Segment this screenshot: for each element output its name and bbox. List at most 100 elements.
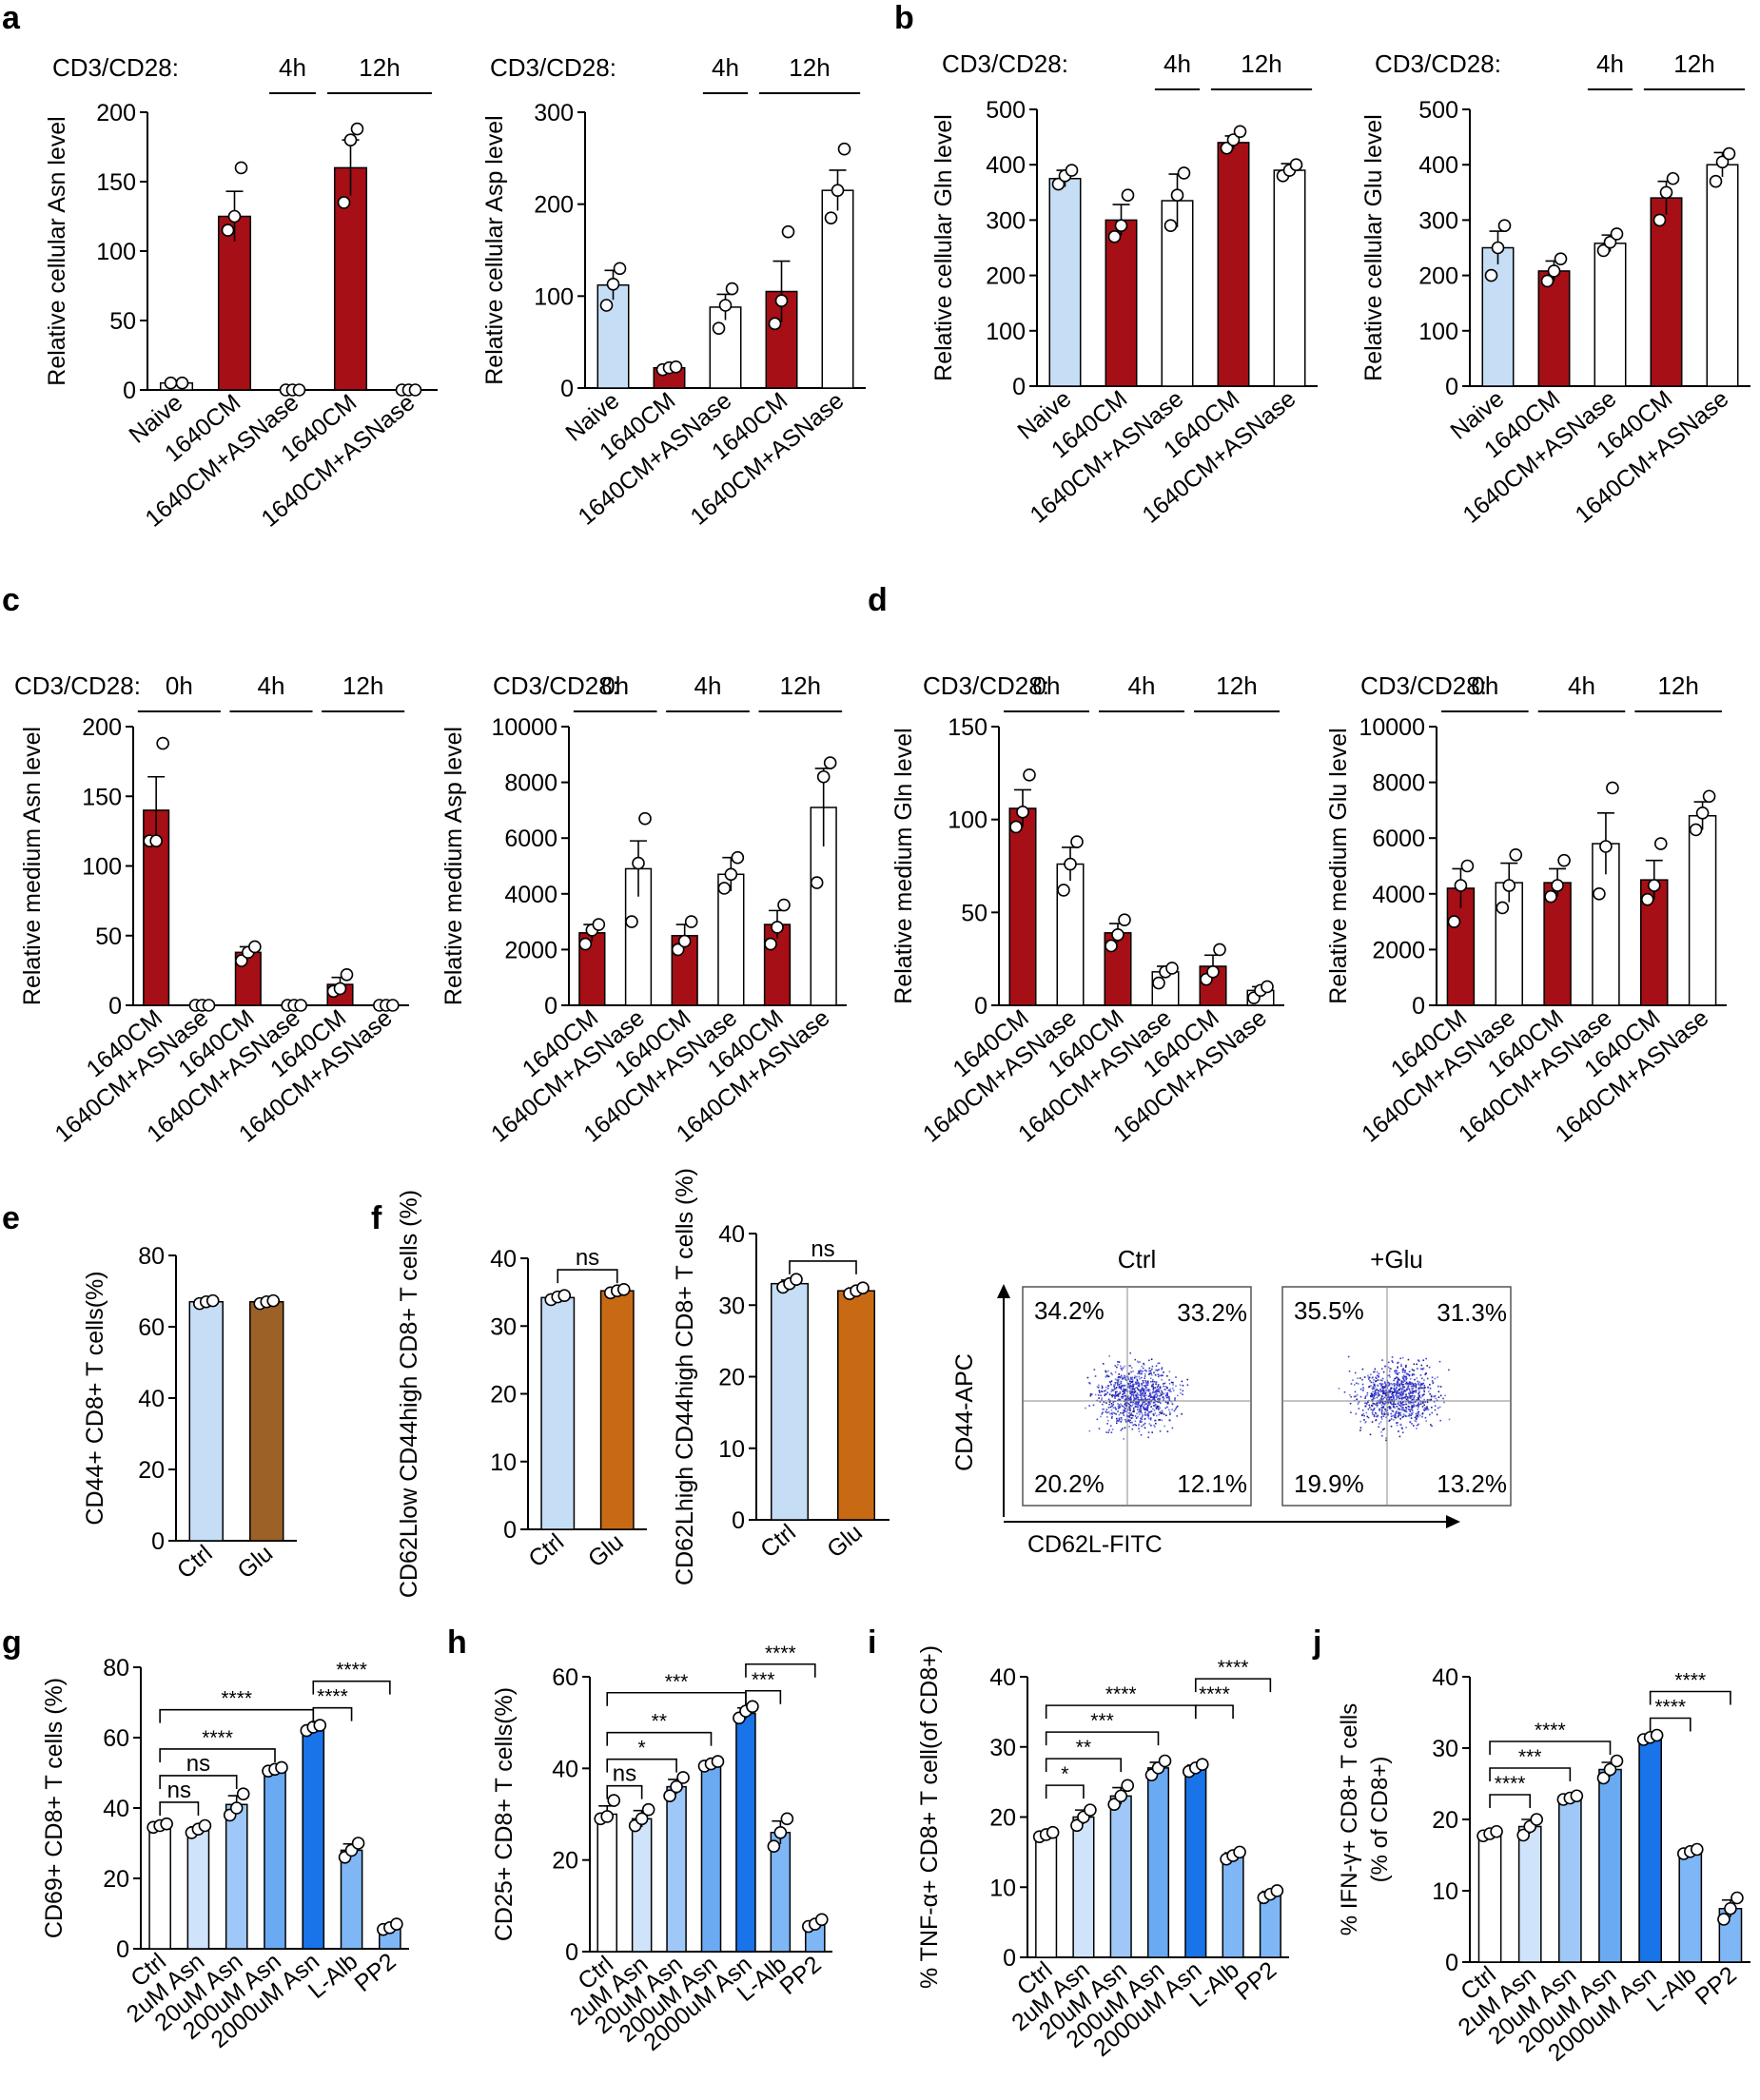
flow-event [1145,1384,1147,1387]
flow-event [1131,1404,1134,1406]
flow-event [1135,1397,1138,1400]
flow-event [1117,1399,1119,1402]
flow-event [1435,1397,1437,1400]
flow-event [1119,1399,1121,1401]
flow-event [1149,1396,1152,1398]
flow-event [1169,1413,1171,1415]
flow-event [1154,1387,1157,1389]
flow-event [1367,1401,1369,1404]
flow-event [1093,1369,1096,1371]
flow-event [1416,1415,1418,1418]
flow-event [1406,1389,1408,1390]
flow-event [1148,1398,1151,1401]
data-point [780,1812,794,1826]
sig-label: * [638,1738,646,1760]
flow-event [1431,1380,1434,1382]
y-tick-label: 40 [138,1386,165,1412]
flow-event [1133,1388,1136,1390]
flow-event [1140,1410,1143,1412]
flow-event [1393,1387,1396,1390]
flow-event [1144,1392,1146,1394]
y-tick-label: 0 [560,376,574,402]
flow-event [1383,1381,1386,1384]
flow-event [1412,1411,1414,1413]
y-tick-label: 4000 [1372,882,1425,908]
flow-event [1113,1389,1116,1390]
flow-event [1383,1411,1386,1413]
bar [837,1290,875,1521]
flow-event [1129,1365,1131,1367]
flow-event [1434,1405,1437,1407]
header-group-label: 12h [1216,671,1257,700]
flow-event [1384,1365,1386,1368]
flow-event [1405,1393,1407,1396]
flow-event [1158,1390,1160,1392]
flow-event [1132,1424,1134,1427]
flow-event [1398,1397,1401,1400]
bar [540,1296,576,1530]
flow-event [1144,1375,1146,1377]
sig-label: *** [752,1669,775,1691]
flow-event [1124,1397,1127,1400]
flow-event [1112,1389,1114,1391]
flow-event [1420,1364,1423,1367]
flow-event [1414,1416,1417,1419]
flow-event [1105,1410,1107,1413]
flow-event [1137,1381,1140,1384]
flow-event [1414,1420,1417,1422]
flow-event [1418,1387,1421,1390]
flow-event [1423,1384,1426,1387]
flow-event [1114,1394,1116,1396]
flow-event [1166,1403,1169,1405]
flow-event [1129,1397,1131,1400]
flow-event [1378,1372,1380,1375]
flow-event [1376,1396,1379,1399]
flow-event [1428,1413,1431,1416]
flow-event [1398,1385,1399,1387]
flow-event [1357,1403,1359,1405]
flow-event [1173,1410,1176,1412]
flow-event [1421,1369,1424,1371]
flow-event [1144,1400,1145,1403]
flow-event [1123,1407,1125,1409]
y-tick-label: 0 [1412,993,1425,1020]
flow-event [1118,1387,1121,1389]
flow-event [1120,1388,1123,1390]
flow-event [1400,1403,1402,1406]
flow-event [1129,1399,1132,1401]
flow-event [1158,1401,1161,1403]
flow-event [1168,1398,1170,1400]
header-group-label: 4h [1164,49,1191,78]
flow-event [1413,1396,1416,1399]
flow-event [1145,1403,1148,1405]
data-point [814,1913,829,1927]
y-tick-label: 0 [732,1507,745,1534]
flow-event [1124,1402,1127,1405]
flow-event [1392,1392,1394,1394]
flow-event [1396,1380,1398,1383]
flow-event [1402,1393,1404,1396]
data-point [1490,1824,1503,1838]
flow-event [1399,1395,1401,1397]
flow-event [1373,1394,1376,1396]
flow-event [1412,1372,1414,1375]
y-tick-label: 40 [1432,1664,1458,1691]
data-point [294,999,307,1012]
flow-event [1106,1391,1109,1394]
flow-event [1142,1414,1144,1416]
y-tick-label: 100 [82,854,122,881]
flow-event [1154,1426,1156,1428]
flow-event [1124,1389,1125,1391]
bar [225,1803,248,1950]
flow-event [1375,1391,1378,1394]
flow-event [1116,1366,1118,1369]
data-point [275,1760,288,1775]
flow-event [1139,1361,1141,1363]
flow-event [1361,1383,1364,1386]
sig-label: ns [186,1751,210,1777]
flow-event [1156,1406,1159,1409]
flow-event [1129,1419,1131,1422]
flow-event [1411,1388,1414,1390]
